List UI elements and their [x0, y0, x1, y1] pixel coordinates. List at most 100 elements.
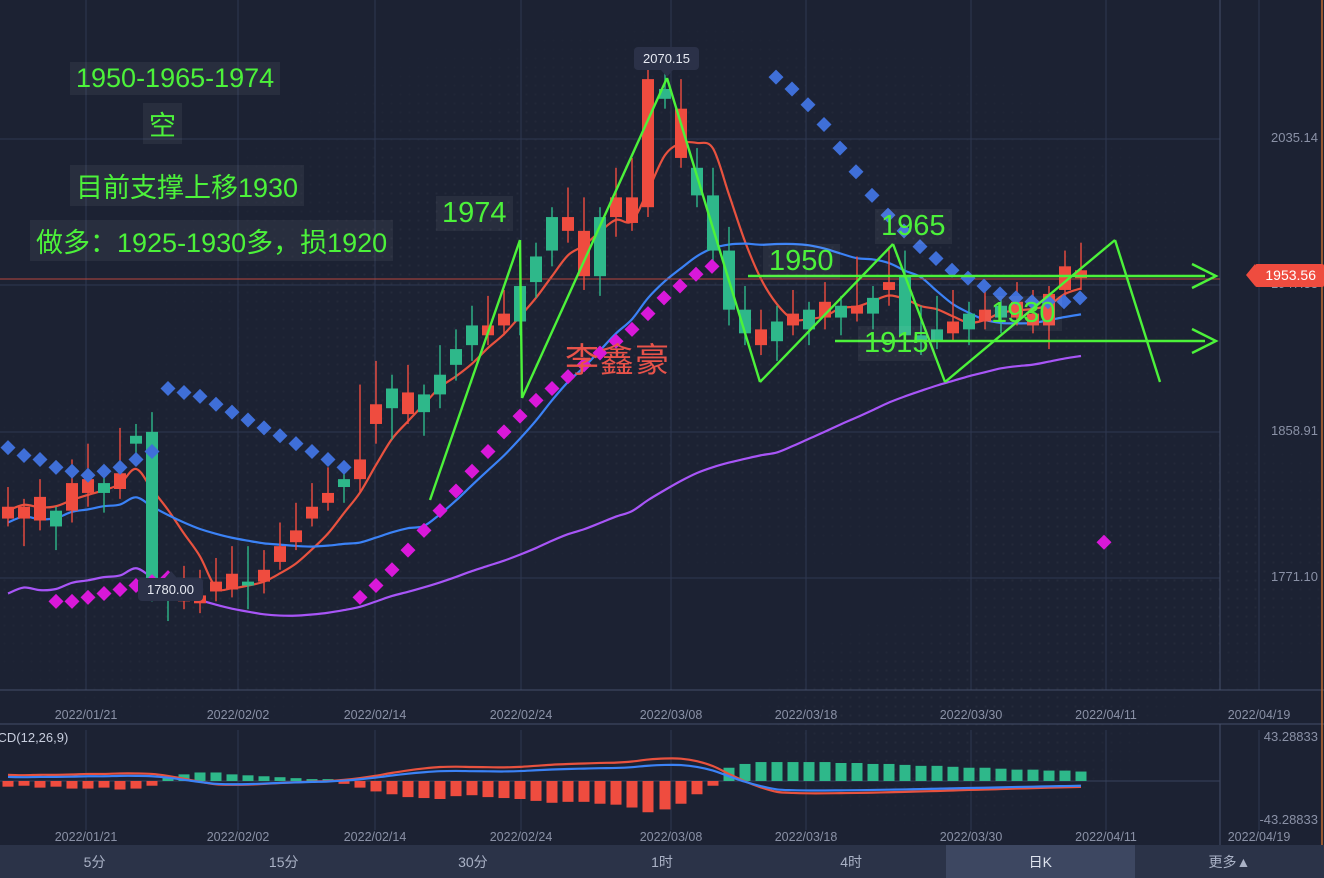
sar-dot-blue	[64, 463, 80, 479]
sar-dot-magenta	[576, 357, 592, 373]
candle-body	[498, 313, 510, 326]
timeframe-button-5[interactable]: 日K	[945, 845, 1135, 878]
candle-body	[130, 435, 142, 444]
macd-axis-bottom-label: -43.28833	[1259, 812, 1318, 827]
timeframe-button-6[interactable]: 更多▲	[1208, 853, 1251, 870]
sar-dot-magenta	[544, 381, 560, 396]
macd-histogram-bar	[947, 766, 959, 781]
macd-histogram-bar	[771, 762, 783, 781]
macd-histogram-bar	[787, 762, 799, 781]
candle-body	[979, 309, 991, 322]
macd-histogram-bar	[98, 781, 110, 788]
macd-histogram-bar	[450, 781, 462, 797]
sar-dot-blue	[128, 451, 144, 467]
macd-histogram-bar	[995, 768, 1007, 781]
timeframe-button-1[interactable]: 15分	[268, 853, 299, 870]
price-axis-label: 1771.10	[1271, 569, 1318, 584]
macd-histogram-bar	[979, 767, 991, 781]
sar-dot-magenta	[640, 306, 656, 322]
date-axis-label: 2022/04/11	[1075, 708, 1137, 722]
trendline-zigzag	[518, 239, 524, 399]
sar-dot-blue	[192, 388, 208, 404]
candle-body	[963, 313, 975, 330]
macd-indicator-label: MACD(12,26,9)	[0, 730, 69, 745]
macd-histogram-bar	[707, 781, 719, 786]
macd-histogram-bar	[1075, 771, 1087, 781]
timeframe-button-2[interactable]: 30分	[458, 853, 488, 870]
candle-body	[642, 79, 654, 208]
sar-dot-blue	[336, 459, 352, 475]
macd-histogram-bar	[530, 781, 542, 801]
macd-histogram-bar	[546, 781, 558, 803]
sar-dot-blue	[240, 412, 256, 428]
sar-dot-magenta	[496, 424, 512, 440]
timeframe-button-0[interactable]: 5分	[83, 853, 106, 870]
trendline-zigzag	[759, 243, 894, 383]
sar-dot-blue	[80, 467, 96, 483]
ma-line-blue	[7, 242, 1082, 548]
macd-histogram-bar	[466, 781, 478, 796]
sar-dot-blue	[1008, 290, 1024, 306]
support-arrow-head	[1191, 327, 1219, 355]
macd-histogram-bar	[803, 762, 815, 781]
candle-body	[354, 459, 366, 480]
sar-dot-magenta	[112, 582, 128, 597]
sar-dot-blue	[864, 187, 880, 203]
macd-histogram-bar	[610, 781, 622, 805]
level-1965: 1965	[875, 209, 952, 244]
sar-dot-blue	[32, 451, 48, 467]
sar-dot-magenta	[400, 542, 416, 558]
macd-histogram-bar	[642, 781, 654, 813]
macd-histogram-bar	[210, 772, 222, 781]
candle-body	[787, 313, 799, 326]
macd-histogram-bar	[514, 781, 526, 799]
level-1930: 1930	[985, 296, 1062, 331]
candle-body	[883, 282, 895, 290]
sar-dot-blue	[272, 428, 288, 444]
macd-histogram-bar	[386, 781, 398, 795]
macd-histogram-bar	[594, 781, 606, 804]
macd-histogram-bar	[290, 778, 302, 781]
sar-dot-magenta	[96, 585, 112, 601]
date-axis-label: 2022/01/21	[54, 830, 118, 844]
sar-dot-magenta	[608, 333, 624, 349]
sar-dot-blue	[224, 404, 240, 420]
candle-body	[771, 321, 783, 342]
sar-dot-blue	[288, 436, 304, 452]
timeframe-button-3[interactable]: 1时	[651, 853, 673, 870]
candle-body	[1011, 301, 1023, 318]
sar-dot-blue	[256, 420, 272, 436]
macd-histogram-bar	[226, 774, 238, 781]
drawn-trendlines[interactable]	[428, 77, 1219, 501]
macd-histogram-bar	[963, 767, 975, 781]
candle-body	[66, 483, 78, 511]
trendline-zigzag	[891, 243, 947, 383]
sar-dot-blue	[208, 396, 224, 412]
candle-body	[899, 276, 911, 336]
candle-body	[274, 546, 286, 562]
price-axis-label: 2035.14	[1271, 130, 1318, 145]
candle-body	[418, 394, 430, 413]
date-axis-label: 2022/03/18	[774, 708, 838, 722]
macd-histogram-bar	[1027, 769, 1039, 781]
level-1950: 1950	[763, 244, 840, 279]
date-axis-label: 2022/02/02	[206, 708, 270, 722]
macd-histogram-bar	[1043, 770, 1055, 781]
trendline-zigzag	[665, 77, 762, 383]
sar-dot-blue	[976, 278, 992, 294]
sar-dot-blue	[832, 140, 848, 156]
sar-dot-magenta	[448, 483, 464, 499]
low-price-marker: 1780.00	[138, 571, 203, 601]
date-axis-label: 2022/03/30	[939, 708, 1003, 722]
macd-histogram-bar	[2, 781, 14, 787]
high-price-marker: 2070.15	[634, 47, 699, 77]
macd-histogram-bar	[626, 781, 638, 808]
timeframe-toolbar: 5分 15分 30分 1时 4时 日K 更多▲	[0, 845, 1324, 878]
candle-body	[450, 349, 462, 365]
sar-dot-blue	[928, 250, 944, 266]
grid-lines	[0, 0, 1260, 830]
sar-dot-magenta	[384, 562, 400, 578]
sar-dot-magenta	[624, 321, 640, 337]
timeframe-button-4[interactable]: 4时	[840, 853, 863, 870]
